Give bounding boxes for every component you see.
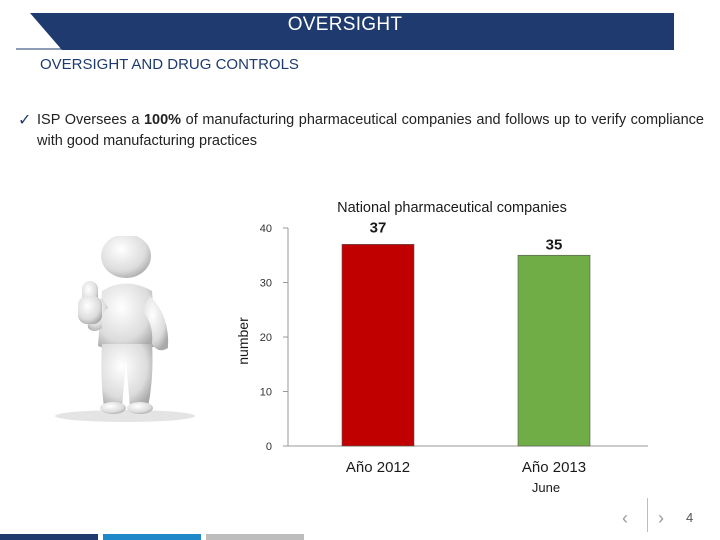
footer-bar-3 [206, 534, 304, 540]
banner-shape [30, 13, 674, 50]
footer-bar-1 [0, 534, 98, 540]
x-category-label: Año 2012 [346, 459, 410, 476]
data-label: 37 [370, 219, 387, 236]
bar-1 [341, 244, 415, 447]
prev-button[interactable]: ‹ [622, 508, 628, 528]
section-title: OVERSIGHT AND DRUG CONTROLS [40, 56, 299, 73]
y-axis-label: number [235, 317, 251, 365]
bullet-segment-bold: 100% [143, 112, 182, 128]
data-label: 35 [546, 236, 563, 253]
page-number: 4 [686, 510, 694, 525]
y-tick-label: 40 [260, 223, 272, 235]
bars [341, 244, 591, 447]
header-banner [16, 13, 674, 50]
data-labels: 37 35 [370, 219, 563, 253]
page-title: OVERSIGHT [287, 14, 403, 35]
bullet-point: ✓ ISP Oversees a 100% of manufacturing p… [18, 110, 704, 152]
bullet-segment: ISP Oversees a [37, 112, 144, 128]
bullet-text: ISP Oversees a 100% of manufacturing pha… [37, 110, 704, 152]
x-category-label: Año 2013 [522, 459, 586, 476]
check-icon: ✓ [18, 112, 32, 129]
y-tick-label: 20 [260, 332, 272, 344]
nav-divider [647, 498, 648, 532]
x-axis-categories: Año 2012 Año 2013 June [346, 459, 586, 495]
bar-2 [517, 254, 591, 447]
chart-title: National pharmaceutical companies [337, 200, 567, 216]
bullet-segment: of manufacturing pharmaceutical companie… [37, 112, 705, 149]
x-category-sublabel: June [532, 480, 560, 495]
y-tick-label: 10 [260, 387, 272, 399]
footer-bar-2 [103, 534, 201, 540]
y-tick-label: 30 [260, 278, 272, 290]
y-tick-label: 0 [266, 441, 272, 453]
next-button[interactable]: › [658, 508, 664, 528]
thumbs-up-figure-image [55, 236, 195, 422]
